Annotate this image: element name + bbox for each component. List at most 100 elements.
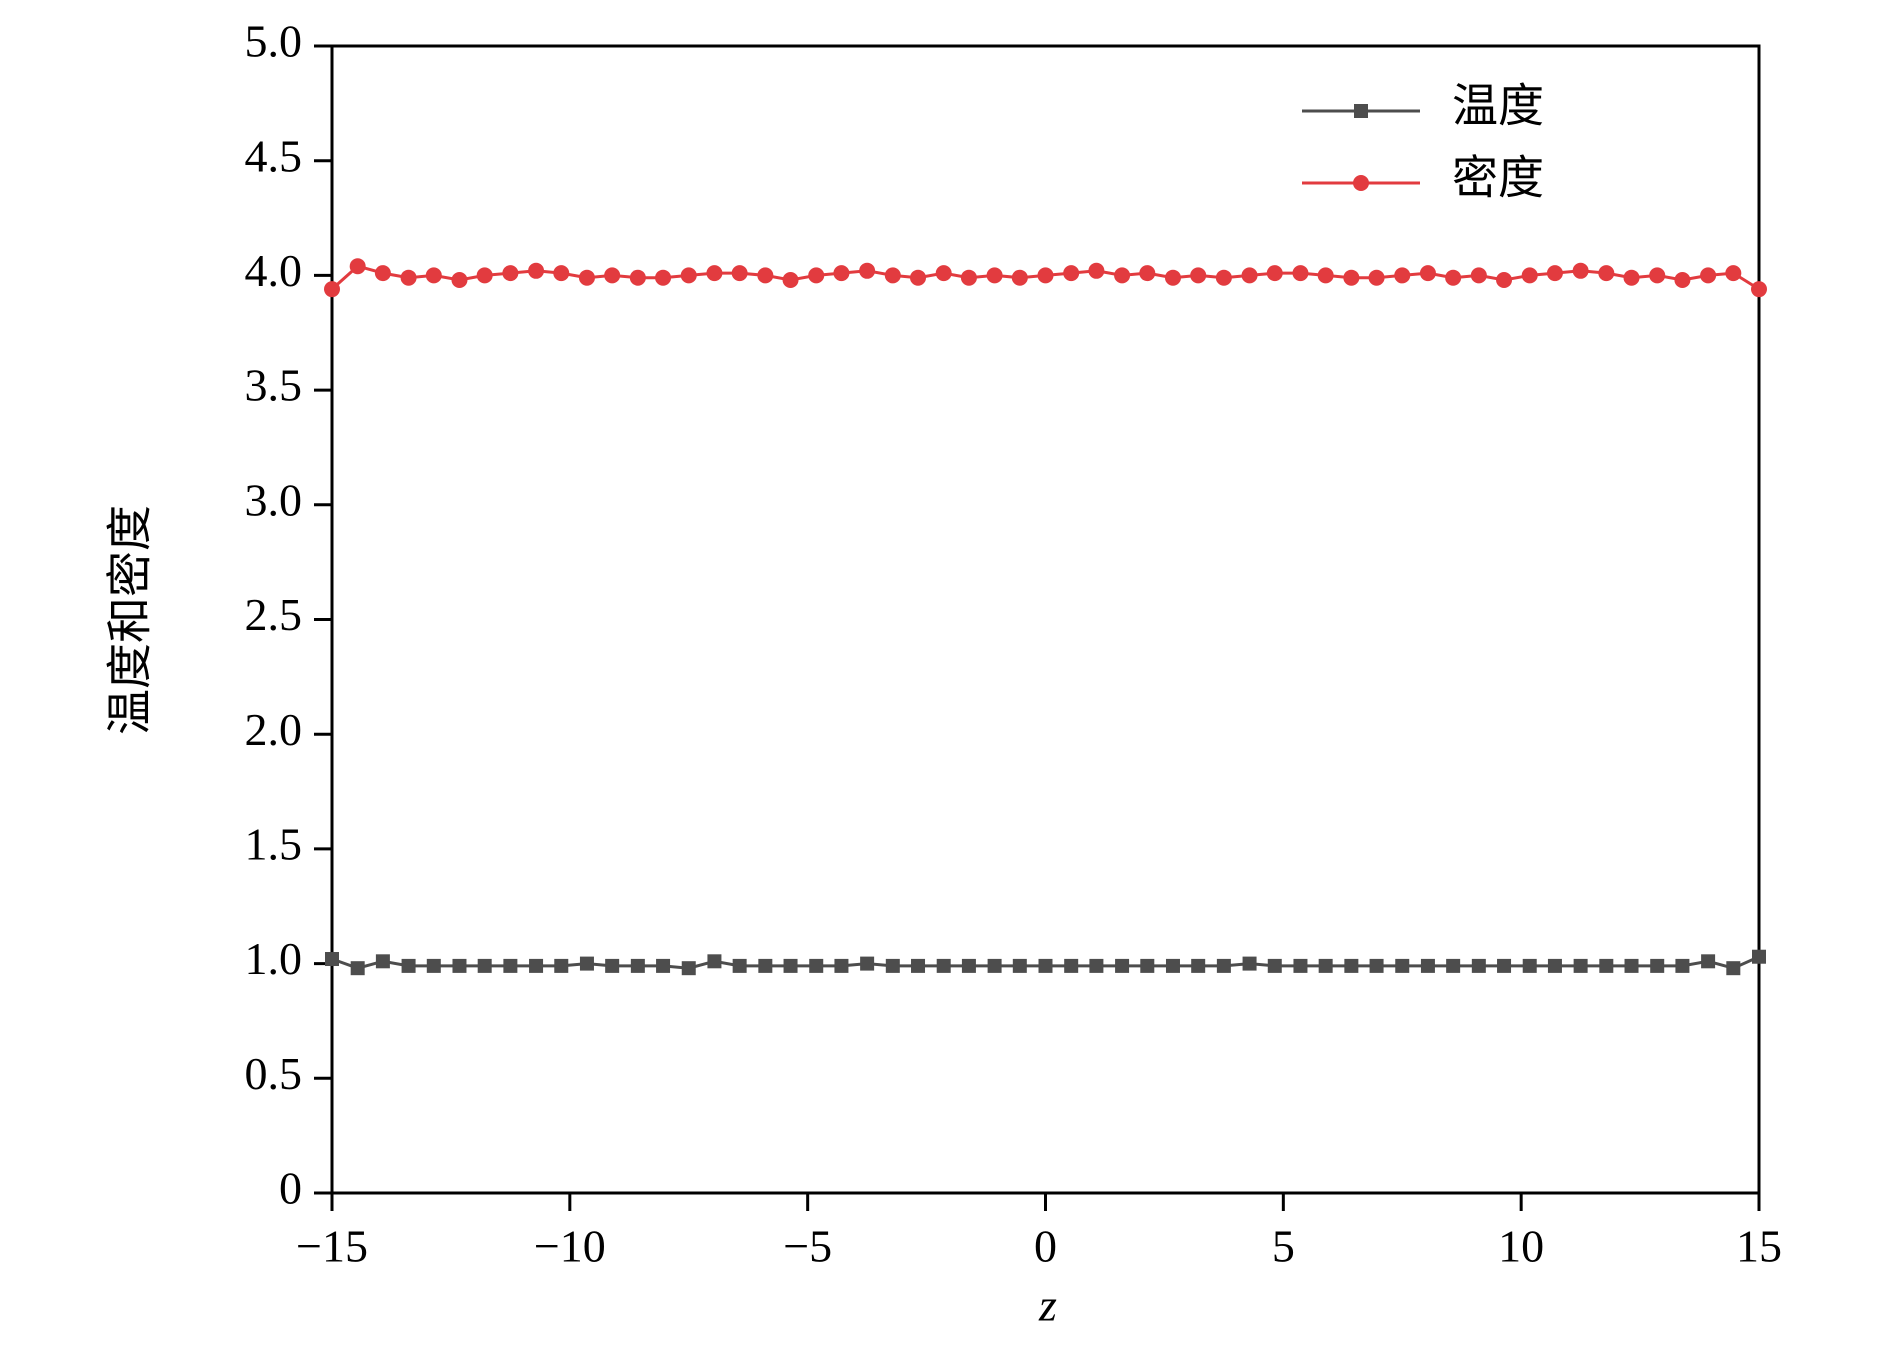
data-point [1751,281,1767,298]
data-point [476,267,493,284]
data-point [1037,267,1054,284]
data-point [529,958,544,973]
data-point [1266,265,1283,282]
data-point [757,267,774,284]
legend-marker [1354,104,1368,118]
data-point [681,961,696,976]
data-point [1115,958,1130,973]
data-point [349,258,366,275]
data-point [910,269,927,286]
data-point [1395,958,1410,973]
data-point [834,958,849,973]
data-point [1190,267,1207,284]
data-point [554,958,569,973]
y-tick-label: 3.5 [245,360,303,411]
data-point [528,262,545,279]
y-axis-label: 温度和密度 [105,505,156,735]
data-point [680,267,697,284]
data-point [579,956,594,971]
data-point [833,265,850,282]
data-point [960,269,977,286]
data-point [783,958,798,973]
data-point [451,271,468,288]
data-point [885,958,900,973]
y-tick-label: 4.5 [245,130,303,181]
data-point [1650,958,1665,973]
legend-marker [1353,175,1369,191]
data-point [477,958,492,973]
y-tick-label: 2.0 [245,704,303,755]
data-point [425,267,442,284]
y-tick-label: 1.5 [245,818,303,869]
data-point [1394,267,1411,284]
data-point [553,265,570,282]
data-point [1292,265,1309,282]
data-point [987,958,1002,973]
data-point [1088,262,1105,279]
y-tick-label: 5.0 [245,16,303,67]
data-point [1420,958,1435,973]
data-point [1623,269,1640,286]
data-point [1445,269,1462,286]
data-point [1726,961,1741,976]
data-point [1368,269,1385,286]
data-point [426,958,441,973]
y-tick-label: 3.0 [245,474,303,525]
data-point [1140,958,1155,973]
data-point [1114,267,1131,284]
data-point [961,958,976,973]
data-point [1521,267,1538,284]
data-point [1215,269,1232,286]
data-point [1572,262,1589,279]
data-point [782,271,799,288]
data-point [1599,958,1614,973]
data-point [1165,958,1180,973]
data-point [350,961,365,976]
data-point [1546,265,1563,282]
data-point [1700,267,1717,284]
x-tick-label: 15 [1736,1221,1782,1272]
data-point [707,954,722,969]
data-point [1089,958,1104,973]
x-tick-label: 10 [1498,1221,1544,1272]
data-point [1598,265,1615,282]
data-point [986,267,1003,284]
data-point [1446,958,1461,973]
data-point [1344,958,1359,973]
data-point [630,958,645,973]
data-point [758,958,773,973]
data-point [1011,269,1028,286]
x-tick-label: 0 [1034,1221,1057,1272]
data-point [1674,271,1691,288]
data-point [911,958,926,973]
data-point [325,952,339,967]
data-point [1752,949,1766,964]
y-tick-label: 0 [279,1163,302,1214]
data-point [401,958,416,973]
data-point [1216,958,1231,973]
data-point [1649,267,1666,284]
data-point [859,262,876,279]
data-point [1701,954,1716,969]
data-point [1241,267,1258,284]
data-point [1419,265,1436,282]
data-point [1012,958,1027,973]
y-tick-label: 4.0 [245,245,303,296]
data-point [1497,958,1512,973]
data-point [809,958,824,973]
data-point [732,958,747,973]
data-point [1191,958,1206,973]
data-point [604,267,621,284]
data-point [1675,958,1690,973]
data-point [1318,958,1333,973]
data-point [731,265,748,282]
data-point [1293,958,1308,973]
data-point [1317,267,1334,284]
x-tick-label: −10 [534,1221,606,1272]
data-point [1064,958,1079,973]
data-point [808,267,825,284]
data-point [375,954,390,969]
data-point [1369,958,1384,973]
data-point [1164,269,1181,286]
